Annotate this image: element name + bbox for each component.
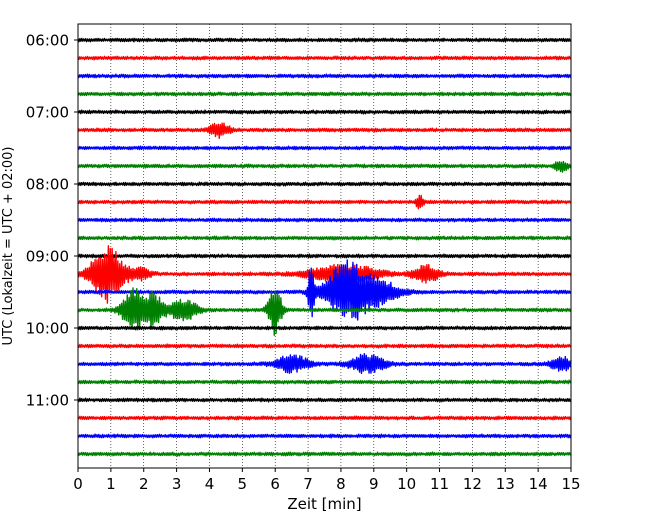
x-tick-label: 0	[73, 475, 83, 493]
x-axis-label: Zeit [min]	[287, 495, 361, 513]
seismic-trace	[77, 109, 572, 115]
seismic-trace	[77, 433, 572, 439]
seismic-trace	[77, 325, 572, 331]
x-tick-label: 1	[106, 475, 116, 493]
x-tick-label: 8	[336, 475, 346, 493]
y-tick-label: 11:00	[26, 392, 69, 410]
y-tick-label: 08:00	[26, 176, 69, 194]
x-tick-label: 12	[463, 475, 482, 493]
seismic-trace	[77, 245, 572, 304]
x-tick-label: 7	[303, 475, 313, 493]
x-tick-label: 9	[369, 475, 379, 493]
x-tick-label: 10	[397, 475, 416, 493]
seismic-trace	[77, 259, 572, 321]
seismic-trace	[77, 37, 572, 43]
seismic-trace	[77, 235, 572, 241]
seismic-trace	[77, 415, 572, 421]
x-tick-label: 2	[139, 475, 149, 493]
x-grid	[110, 24, 539, 468]
seismic-trace	[77, 217, 572, 223]
seismic-trace	[77, 451, 572, 457]
y-axis: 06:00 07:00 08:00 09:00 10:00 11:00	[26, 32, 78, 410]
x-tick-label: 13	[496, 475, 515, 493]
seismic-trace	[77, 122, 572, 140]
x-axis: 0 1 2 3 4 5 6 7 8 9 10 11 12 13 14 15	[73, 468, 581, 493]
x-tick-label: 14	[529, 475, 548, 493]
x-tick-label: 3	[172, 475, 182, 493]
x-tick-label: 15	[561, 475, 580, 493]
seismic-trace	[77, 194, 572, 210]
seismic-trace	[77, 379, 572, 385]
seismic-trace	[77, 55, 572, 61]
y-tick-label: 09:00	[26, 248, 69, 266]
seismic-trace	[77, 73, 572, 79]
seismic-trace	[77, 91, 572, 97]
seismic-trace	[77, 343, 572, 349]
y-tick-label: 06:00	[26, 32, 69, 50]
seismic-trace	[77, 397, 572, 403]
x-tick-label: 11	[430, 475, 449, 493]
y-axis-label: UTC (Lokalzeit = UTC + 02:00)	[1, 147, 16, 346]
plot-frame	[77, 23, 572, 469]
seismic-trace	[77, 253, 572, 259]
y-tick-label: 07:00	[26, 104, 69, 122]
x-tick-label: 5	[238, 475, 248, 493]
seismic-trace	[77, 181, 572, 187]
seismic-trace	[77, 287, 572, 336]
x-tick-label: 4	[205, 475, 215, 493]
seismic-trace	[77, 353, 572, 375]
seismic-traces	[77, 37, 572, 457]
seismic-trace	[77, 160, 572, 173]
seismic-trace	[77, 145, 572, 151]
y-tick-label: 10:00	[26, 320, 69, 338]
x-tick-label: 6	[270, 475, 280, 493]
